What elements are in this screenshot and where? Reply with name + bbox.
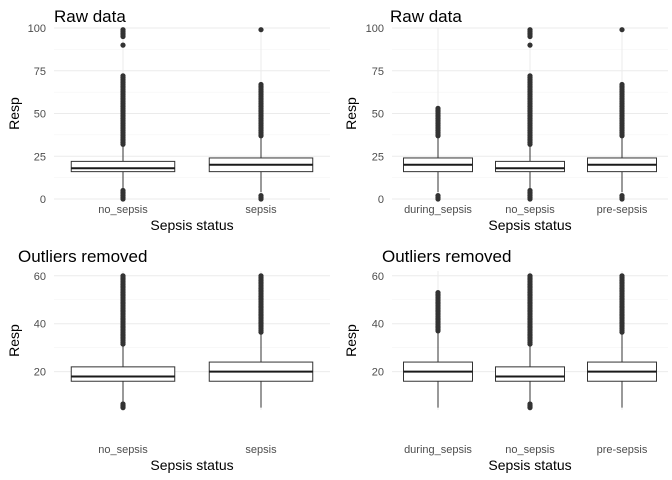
outlier-point-high <box>619 27 625 33</box>
x-axis-label: Sepsis status <box>150 457 233 473</box>
outlier-point-high <box>527 42 533 48</box>
y-tick-label: 50 <box>34 109 46 121</box>
outlier-point-high <box>527 73 533 79</box>
outlier-point-high <box>527 27 533 33</box>
outlier-point-low <box>527 187 533 194</box>
chart-title: Outliers removed <box>18 247 147 266</box>
outlier-point-high <box>120 42 126 48</box>
x-axis-label: Sepsis status <box>488 217 571 233</box>
chart-title: Outliers removed <box>382 247 511 266</box>
x-tick-label: sepsis <box>245 204 277 216</box>
x-tick-label: sepsis <box>245 444 277 456</box>
boxplot-no_sepsis <box>495 27 565 202</box>
outlier-point-low <box>258 192 264 199</box>
y-tick-label: 75 <box>372 66 384 78</box>
boxplot-sepsis <box>208 273 314 408</box>
y-tick-label: 0 <box>378 194 384 206</box>
chart-title: Raw data <box>54 7 126 26</box>
x-tick-label: no_sepsis <box>98 444 148 456</box>
boxplot-pre-sepsis <box>587 27 657 202</box>
outlier-point-high <box>258 273 264 279</box>
y-axis-label: Resp <box>343 324 359 357</box>
y-tick-label: 100 <box>366 23 384 35</box>
x-tick-label: no_sepsis <box>505 204 555 216</box>
x-tick-label: pre-sepsis <box>597 204 648 216</box>
outlier-point-low <box>120 401 126 407</box>
outlier-point-high <box>619 81 625 88</box>
outlier-point-high <box>435 105 441 111</box>
x-tick-label: no_sepsis <box>98 204 148 216</box>
y-tick-label: 20 <box>372 367 384 379</box>
y-tick-label: 75 <box>34 66 46 78</box>
y-tick-label: 25 <box>372 151 384 163</box>
boxplot-no_sepsis <box>495 273 565 411</box>
outlier-point-high <box>619 273 625 279</box>
outlier-point-low <box>527 401 533 407</box>
box-iqr <box>495 366 565 382</box>
chart-raw-data-three-groups: 0 25 50 75 100 during_sepsis no_sepsis pre-seps… <box>343 7 668 233</box>
y-tick-label: 0 <box>40 194 46 206</box>
boxplot-no_sepsis <box>70 27 176 202</box>
y-tick-label: 50 <box>372 109 384 121</box>
outlier-point-high <box>435 289 441 296</box>
y-axis-label: Resp <box>6 324 22 357</box>
boxplot-sepsis <box>208 27 314 202</box>
boxplot-during_sepsis <box>403 105 473 202</box>
outlier-point-high <box>120 73 126 79</box>
chart-outliers-removed-two-groups: 20 40 60 no_sepsis sepsis Outliers removed Sep… <box>6 247 330 473</box>
x-axis-label: Sepsis status <box>488 457 571 473</box>
boxplot-during_sepsis <box>403 289 473 408</box>
boxplot-no_sepsis <box>70 273 176 411</box>
outlier-point-high <box>258 27 264 33</box>
y-tick-label: 40 <box>372 319 384 331</box>
x-tick-label: during_sepsis <box>404 444 472 456</box>
y-tick-label: 60 <box>34 271 46 283</box>
chart-outliers-removed-three-groups: 20 40 60 during_sepsis no_sepsis pre-sepsis Ou… <box>343 247 668 473</box>
y-tick-label: 100 <box>28 23 46 35</box>
box-iqr <box>70 160 176 173</box>
outlier-point-low <box>120 187 126 194</box>
y-tick-label: 20 <box>34 367 46 379</box>
y-axis-label: Resp <box>343 97 359 130</box>
box-iqr <box>495 160 565 173</box>
boxplot-pre-sepsis <box>587 273 657 408</box>
x-tick-label: pre-sepsis <box>597 444 648 456</box>
outlier-point-high <box>120 273 126 279</box>
x-tick-label: during_sepsis <box>404 204 472 216</box>
y-tick-label: 60 <box>372 271 384 283</box>
box-iqr <box>70 366 176 382</box>
chart-raw-data-two-groups: 0 25 50 75 100 no_sepsis sepsis Raw data Sepsis … <box>6 7 330 233</box>
outlier-point-high <box>527 273 533 279</box>
x-axis-label: Sepsis status <box>150 217 233 233</box>
outlier-point-high <box>120 27 126 33</box>
outlier-point-low <box>435 192 441 199</box>
y-axis-label: Resp <box>6 97 22 130</box>
chart-title: Raw data <box>390 7 462 26</box>
outlier-point-low <box>619 192 625 199</box>
y-tick-label: 25 <box>34 151 46 163</box>
x-tick-label: no_sepsis <box>505 444 555 456</box>
y-tick-label: 40 <box>34 319 46 331</box>
outlier-point-high <box>258 81 264 88</box>
